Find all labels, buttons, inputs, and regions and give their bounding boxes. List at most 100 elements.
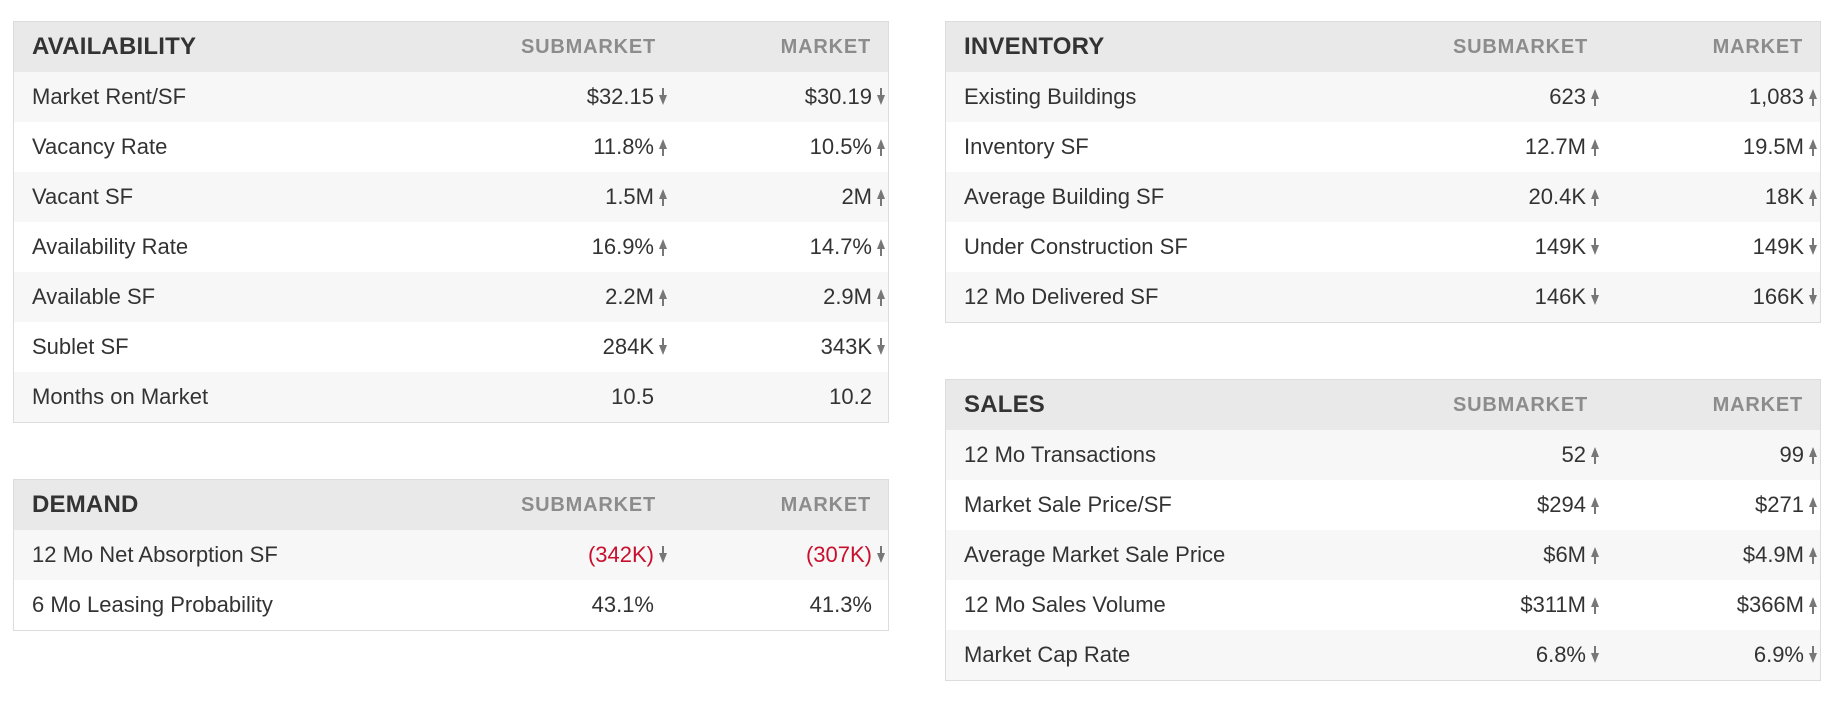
submarket-value-number: 2.2M [605, 284, 654, 309]
table-row: Availability Rate 16.9% 14.7% [14, 222, 888, 272]
submarket-value-number: 149K [1534, 234, 1586, 259]
demand-header: DEMAND SUBMARKET MARKET [14, 480, 888, 530]
submarket-value-number: 16.9% [591, 234, 654, 259]
submarket-value-number: 11.8% [593, 134, 654, 159]
submarket-value: $6M [1402, 542, 1602, 568]
trend-up-arrow-icon [1806, 187, 1820, 207]
table-row: 6 Mo Leasing Probability 43.1% 41.3% [14, 580, 888, 630]
market-value-number: $366M [1736, 592, 1804, 617]
submarket-value-number: $294 [1537, 492, 1586, 517]
table-row: Sublet SF 284K 343K [14, 322, 888, 372]
trend-up-arrow-icon [1806, 595, 1820, 615]
metric-label: Market Sale Price/SF [964, 492, 1172, 517]
trend-up-arrow-icon [656, 237, 670, 257]
submarket-value: 43.1% [470, 592, 670, 618]
submarket-value: 52 [1402, 442, 1602, 468]
trend-up-arrow-icon [1588, 445, 1602, 465]
market-value: $366M [1602, 592, 1820, 618]
submarket-value: 146K [1402, 284, 1602, 310]
table-row: Average Market Sale Price $6M $4.9M [946, 530, 1820, 580]
trend-up-arrow-icon [656, 287, 670, 307]
sales-panel: SALES SUBMARKET MARKET 12 Mo Transaction… [945, 379, 1821, 681]
market-value: 1,083 [1602, 84, 1820, 110]
inventory-header: INVENTORY SUBMARKET MARKET [946, 22, 1820, 72]
market-value: 2.9M [670, 284, 888, 310]
metric-label: Market Rent/SF [32, 84, 187, 109]
inventory-rows: Existing Buildings 623 1,083 Inventory SF 12… [946, 72, 1820, 322]
trend-up-arrow-icon [1588, 187, 1602, 207]
submarket-value: 2.2M [470, 284, 670, 310]
submarket-column-header: SUBMARKET [521, 35, 656, 58]
market-value-number: 2.9M [823, 284, 872, 309]
trend-down-arrow-icon [656, 87, 670, 107]
market-value-number: 18K [1764, 184, 1804, 209]
submarket-value-number: $32.15 [586, 84, 654, 109]
metric-label: Existing Buildings [964, 84, 1137, 109]
table-row: Market Cap Rate 6.8% 6.9% [946, 630, 1820, 680]
demand-panel: DEMAND SUBMARKET MARKET 12 Mo Net Absorp… [13, 479, 889, 631]
market-value-number: (307K) [805, 542, 872, 567]
submarket-value: 20.4K [1402, 184, 1602, 210]
submarket-value: 623 [1402, 84, 1602, 110]
submarket-value: 16.9% [470, 234, 670, 260]
market-column-header: MARKET [1712, 35, 1803, 58]
submarket-column-header: SUBMARKET [521, 493, 656, 516]
submarket-value-number: $6M [1543, 542, 1586, 567]
trend-up-arrow-icon [1806, 545, 1820, 565]
metric-label: Average Market Sale Price [964, 542, 1226, 567]
market-value-number: 41.3% [809, 592, 872, 617]
submarket-value-number: $311M [1520, 592, 1586, 617]
trend-down-arrow-icon [1588, 645, 1602, 665]
availability-header: AVAILABILITY SUBMARKET MARKET [14, 22, 888, 72]
sales-rows: 12 Mo Transactions 52 99 Market Sale Price/… [946, 430, 1820, 680]
market-value: 19.5M [1602, 134, 1820, 160]
table-row: Existing Buildings 623 1,083 [946, 72, 1820, 122]
submarket-column-header: SUBMARKET [1453, 393, 1588, 416]
table-row: 12 Mo Net Absorption SF (342K) (307K) [14, 530, 888, 580]
table-row: Inventory SF 12.7M 19.5M [946, 122, 1820, 172]
trend-down-arrow-icon [1588, 237, 1602, 257]
submarket-value: $311M [1402, 592, 1602, 618]
market-value-number: 14.7% [809, 234, 872, 259]
market-value: 343K [670, 334, 888, 360]
market-value-number: $30.19 [804, 84, 872, 109]
metric-label: 12 Mo Transactions [964, 442, 1156, 467]
market-value: $271 [1602, 492, 1820, 518]
metric-label: Availability Rate [32, 234, 189, 259]
market-value: 14.7% [670, 234, 888, 260]
inventory-panel: INVENTORY SUBMARKET MARKET Existing Buil… [945, 21, 1821, 323]
trend-up-arrow-icon [1588, 595, 1602, 615]
metric-label: 12 Mo Sales Volume [964, 592, 1166, 617]
table-row: 12 Mo Sales Volume $311M $366M [946, 580, 1820, 630]
trend-up-arrow-icon [874, 187, 888, 207]
market-value: 149K [1602, 234, 1820, 260]
table-row: Under Construction SF 149K 149K [946, 222, 1820, 272]
market-value: 2M [670, 184, 888, 210]
market-value-number: 1,083 [1748, 84, 1804, 109]
market-value: 41.3% [670, 592, 888, 618]
trend-down-arrow-icon [1806, 237, 1820, 257]
market-value: 99 [1602, 442, 1820, 468]
market-value-number: 10.5% [809, 134, 872, 159]
market-column-header: MARKET [780, 35, 871, 58]
metric-label: Under Construction SF [964, 234, 1188, 259]
availability-panel: AVAILABILITY SUBMARKET MARKET Market Ren… [13, 21, 889, 423]
submarket-value: (342K) [470, 542, 670, 568]
market-value: 6.9% [1602, 642, 1820, 668]
trend-up-arrow-icon [1588, 87, 1602, 107]
market-value-number: 2M [841, 184, 872, 209]
metric-label: Average Building SF [964, 184, 1165, 209]
table-row: Market Rent/SF $32.15 $30.19 [14, 72, 888, 122]
table-row: Vacancy Rate 11.8% 10.5% [14, 122, 888, 172]
submarket-value: $294 [1402, 492, 1602, 518]
table-row: 12 Mo Transactions 52 99 [946, 430, 1820, 480]
market-value: 166K [1602, 284, 1820, 310]
trend-down-arrow-icon [1806, 287, 1820, 307]
sales-header: SALES SUBMARKET MARKET [946, 380, 1820, 430]
metric-label: 12 Mo Delivered SF [964, 284, 1159, 309]
submarket-value: 11.8% [470, 134, 670, 160]
submarket-value-number: 6.8% [1535, 642, 1586, 667]
trend-up-arrow-icon [1806, 87, 1820, 107]
market-column-header: MARKET [780, 493, 871, 516]
market-value-number: 99 [1779, 442, 1804, 467]
